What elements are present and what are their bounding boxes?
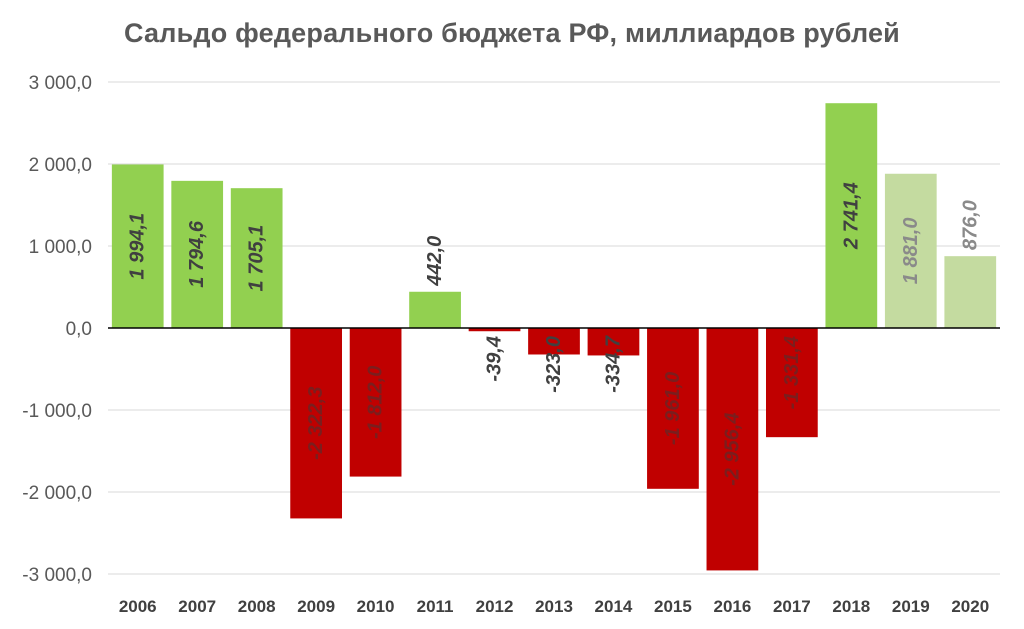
x-tick-label: 2010 <box>357 597 395 616</box>
x-tick-label: 2009 <box>297 597 335 616</box>
data-label-2014: -334,7 <box>602 335 624 393</box>
data-labels: 1 994,1 1 794,6 1 705,1 -2 322,3 -1 812,0 442… <box>127 182 982 486</box>
data-label-2017: -1 331,4 <box>781 336 803 409</box>
bar-2018 <box>825 103 878 328</box>
data-label-2013: -323,0 <box>543 336 565 393</box>
x-tick-label: 2013 <box>535 597 573 616</box>
data-label-2018: 2 741,4 <box>840 182 862 250</box>
y-tick-label: -1 000,0 <box>22 401 92 422</box>
x-tick-label: 2016 <box>713 597 751 616</box>
bar-2017 <box>765 328 818 438</box>
bars <box>111 103 997 571</box>
bar-2012 <box>468 328 521 332</box>
x-tick-label: 2019 <box>892 597 930 616</box>
bar-2015 <box>647 328 699 489</box>
data-label-2006: 1 994,1 <box>127 213 149 280</box>
y-tick-label: 3 000,0 <box>29 73 92 94</box>
data-label-2020: 876,0 <box>959 200 981 250</box>
bar-2006 <box>111 164 164 328</box>
bar-2016 <box>706 328 759 571</box>
x-tick-label: 2014 <box>595 597 633 616</box>
bar-2010 <box>349 328 402 477</box>
x-tick-label: 2011 <box>417 597 454 616</box>
y-axis-ticks: 3 000,0 2 000,0 1 000,0 0,0 -1 000,0 -2 000,0… <box>22 73 92 586</box>
chart-title: Сальдо федерального бюджета РФ, миллиард… <box>124 18 900 48</box>
x-tick-label: 2006 <box>119 597 157 616</box>
bar-2011 <box>409 291 461 328</box>
bar-2007 <box>171 180 224 328</box>
x-tick-label: 2008 <box>238 597 276 616</box>
bar-2020 <box>944 256 997 328</box>
data-label-2011: 442,0 <box>424 236 446 287</box>
bar-2014 <box>587 328 640 356</box>
x-tick-label: 2020 <box>951 597 989 616</box>
data-label-2016: -2 956,4 <box>721 413 743 486</box>
x-tick-label: 2018 <box>832 597 870 616</box>
data-label-2008: 1 705,1 <box>246 225 268 292</box>
data-label-2015: -1 961,0 <box>662 372 684 445</box>
bar-2008 <box>230 188 283 328</box>
data-label-2007: 1 794,6 <box>186 220 208 288</box>
y-tick-label: 1 000,0 <box>29 237 92 258</box>
x-axis-ticks: 2006 2007 2008 2009 2010 2011 2012 2013 2014 2015… <box>119 597 989 616</box>
x-tick-label: 2017 <box>773 597 811 616</box>
data-label-2009: -2 322,3 <box>305 387 327 460</box>
x-tick-label: 2015 <box>654 597 692 616</box>
bar-2013 <box>528 328 580 355</box>
data-label-2012: -39,4 <box>484 336 506 382</box>
y-tick-label: 2 000,0 <box>29 155 92 176</box>
y-tick-label: -2 000,0 <box>22 483 92 504</box>
x-tick-label: 2007 <box>178 597 216 616</box>
y-tick-label: 0,0 <box>66 319 92 340</box>
y-tick-label: -3 000,0 <box>22 565 92 586</box>
x-tick-label: 2012 <box>476 597 514 616</box>
data-label-2010: -1 812,0 <box>365 366 387 439</box>
bar-2019 <box>884 173 937 328</box>
bar-2009 <box>290 328 343 519</box>
data-label-2019: 1 881,0 <box>900 218 922 285</box>
